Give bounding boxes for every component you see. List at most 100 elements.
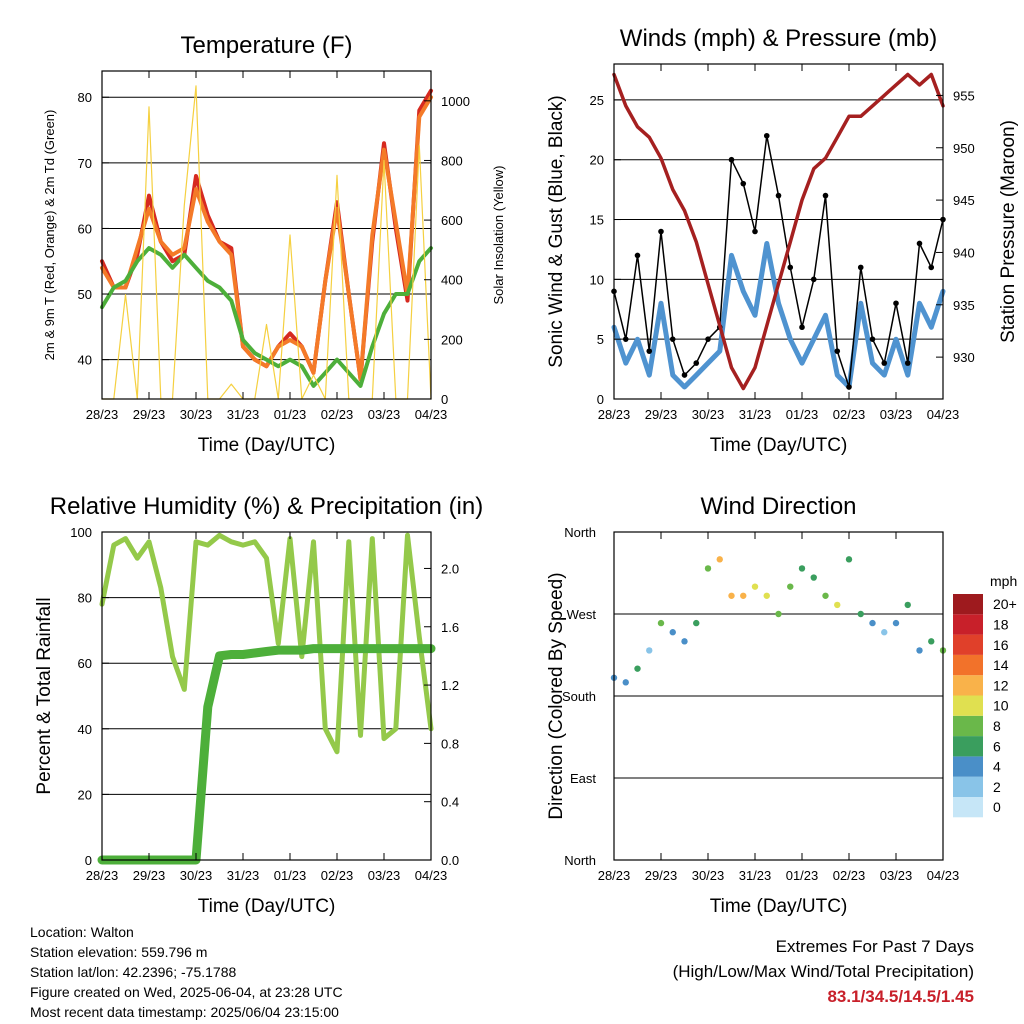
y-tick-label: 50 <box>78 287 92 302</box>
direction-point <box>751 583 759 590</box>
x-tick-label: 28/23 <box>598 868 631 883</box>
direction-point <box>622 679 629 686</box>
gust-point <box>904 360 911 366</box>
colorbar-tick-label: 0 <box>993 799 1001 815</box>
y2-tick-label: 940 <box>953 245 975 260</box>
gust-point <box>881 360 888 366</box>
y-tick-label: 60 <box>78 656 92 671</box>
gust-point <box>846 384 852 390</box>
y-tick-label: 5 <box>597 332 604 347</box>
gust-point <box>857 264 864 271</box>
x-tick-label: 04/23 <box>927 868 960 883</box>
gust-point <box>822 192 829 199</box>
y2-tick-label: 200 <box>441 332 463 347</box>
chart-panel-1: Temperature (F) 28/23 29/23 30/23 31/23 01/23… <box>42 32 506 456</box>
chart-title: Winds (mph) & Pressure (mb) <box>620 25 937 52</box>
direction-point <box>763 592 770 599</box>
y2-tick-label: 0 <box>441 392 448 407</box>
y2-tick-label: 1.6 <box>441 620 459 635</box>
x-tick-label: 30/23 <box>692 407 725 422</box>
x-tick-label: 29/23 <box>645 868 678 883</box>
direction-point <box>904 601 911 609</box>
colorbar-swatch <box>953 594 983 615</box>
colorbar-swatch <box>953 797 983 818</box>
y2-axis-label: Station Pressure (Maroon) <box>998 120 1019 343</box>
y-tick-label: 20 <box>590 153 604 168</box>
series-line-rh <box>99 532 434 755</box>
x-tick-label: 31/23 <box>227 868 260 883</box>
y2-tick-label: 800 <box>441 153 463 168</box>
colorbar-tick-label: 12 <box>993 677 1009 693</box>
extremes-box: Extremes For Past 7 Days (High/Low/Max W… <box>673 934 974 1009</box>
y-tick-label: 40 <box>78 722 92 737</box>
y-tick-label: 70 <box>78 156 92 171</box>
y-tick-label: 15 <box>590 213 604 228</box>
direction-point <box>857 610 864 618</box>
plot-frame <box>613 63 944 400</box>
gust-point <box>634 252 641 259</box>
gust-point <box>740 180 747 187</box>
direction-point <box>646 647 653 654</box>
y-tick-label: 10 <box>590 272 604 287</box>
y-tick-label: 0 <box>85 853 92 868</box>
direction-point <box>693 619 700 627</box>
direction-point <box>787 583 794 590</box>
x-tick-label: 30/23 <box>692 868 725 883</box>
direction-point <box>775 610 782 618</box>
direction-point <box>728 592 735 599</box>
x-tick-label: 02/23 <box>321 407 354 422</box>
y2-tick-label: 400 <box>441 273 463 288</box>
x-tick-label: 03/23 <box>368 868 401 883</box>
y-tick-label: South <box>562 689 596 704</box>
gust-point <box>787 264 794 271</box>
direction-point <box>892 619 900 627</box>
created-text: Figure created on Wed, 2025-06-04, at 23… <box>30 984 343 1000</box>
gust-point <box>928 264 935 271</box>
gust-point <box>681 372 688 378</box>
direction-point <box>681 638 688 645</box>
y2-tick-label: 1000 <box>441 94 470 109</box>
y-axis-label: Percent & Total Rainfall <box>34 597 55 794</box>
direction-point <box>845 556 853 563</box>
direction-point <box>928 638 935 645</box>
y-tick-label: 20 <box>78 787 92 802</box>
gust-point <box>622 336 629 342</box>
y-axis-label: 2m & 9m T (Red, Orange) & 2m Td (Green) <box>42 110 57 361</box>
y-tick-label: 25 <box>590 93 604 108</box>
chart-title: Wind Direction <box>700 493 856 520</box>
chart-panel-4: Wind Direction mph 0 2 4 6 8 10 12 14 16 18 20+ 28/23… <box>546 493 1017 917</box>
y-tick-label: West <box>567 607 597 622</box>
extremes-values: 83.1/34.5/14.5/1.45 <box>827 987 974 1006</box>
colorbar-swatch <box>953 756 983 777</box>
y-tick-label: 60 <box>78 221 92 236</box>
x-tick-label: 01/23 <box>274 868 307 883</box>
gust-point <box>646 348 653 354</box>
x-axis-label: Time (Day/UTC) <box>198 435 336 456</box>
extremes-title: Extremes For Past 7 Days <box>775 937 974 956</box>
y-tick-label: 100 <box>70 525 92 540</box>
x-tick-label: 02/23 <box>321 868 354 883</box>
direction-point <box>916 647 923 654</box>
x-tick-label: 01/23 <box>786 868 819 883</box>
series-line-station-pressure <box>612 72 945 391</box>
colorbar-swatch <box>953 776 983 797</box>
colorbar-tick-label: 4 <box>993 759 1001 775</box>
x-tick-label: 02/23 <box>833 868 866 883</box>
x-tick-label: 29/23 <box>645 407 678 422</box>
x-tick-label: 30/23 <box>180 868 213 883</box>
x-tick-label: 29/23 <box>133 868 166 883</box>
direction-point <box>834 601 841 609</box>
colorbar-tick-label: 2 <box>993 779 1001 795</box>
colorbar-tick-label: 18 <box>993 616 1009 632</box>
colorbar-label: mph <box>990 573 1017 589</box>
gust-point <box>752 228 758 235</box>
x-tick-label: 04/23 <box>415 407 448 422</box>
y-tick-label: 80 <box>78 591 92 606</box>
x-tick-label: 28/23 <box>86 868 119 883</box>
direction-point <box>810 574 817 581</box>
direction-point <box>822 592 829 599</box>
x-tick-label: 31/23 <box>739 407 772 422</box>
y2-tick-label: 0.0 <box>441 853 459 868</box>
colorbar-tick-label: 10 <box>993 698 1009 714</box>
y-tick-label: 40 <box>78 353 92 368</box>
